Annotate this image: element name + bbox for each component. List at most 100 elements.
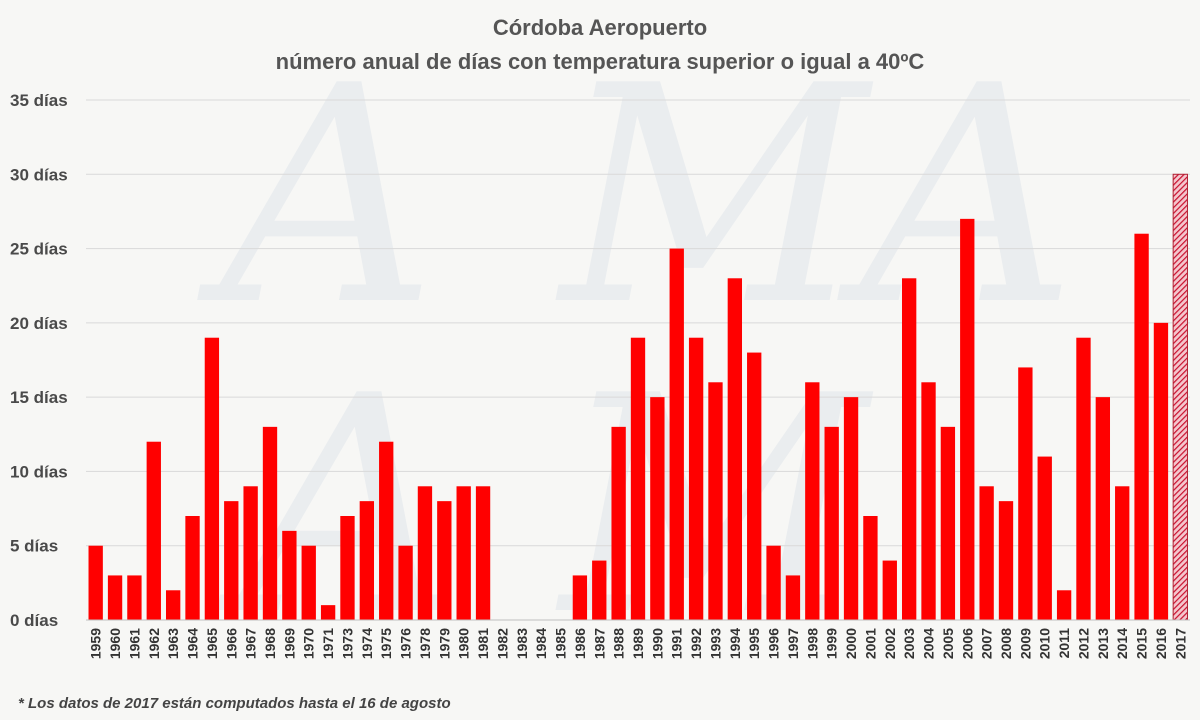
x-tick-label: 1966 xyxy=(223,628,239,659)
bar-1988 xyxy=(611,426,626,620)
x-tick-label: 1973 xyxy=(339,628,355,659)
x-axis-ticks: 1959 1960 1961 1962 1963 1964 1965 1966 1967 1968… xyxy=(88,628,1189,659)
x-tick-label: 2013 xyxy=(1095,628,1111,659)
bar-1970 xyxy=(301,545,316,620)
bar-2014 xyxy=(1115,486,1130,620)
x-tick-label: 1992 xyxy=(688,628,704,659)
bar-1992 xyxy=(688,337,704,620)
bar-1993 xyxy=(708,382,723,620)
bar-1975 xyxy=(379,441,394,620)
bar-1999 xyxy=(824,426,839,620)
bar-1998 xyxy=(805,382,820,620)
bar-2011 xyxy=(1056,590,1072,620)
bar-1991 xyxy=(669,248,684,621)
bar-1981 xyxy=(475,486,491,620)
x-tick-label: 1980 xyxy=(456,628,472,659)
x-tick-label: 1974 xyxy=(359,628,375,659)
x-tick-label: 1968 xyxy=(262,628,278,659)
x-tick-label: 1971 xyxy=(320,628,336,659)
bar-2009 xyxy=(1018,367,1033,620)
bar-2005 xyxy=(940,426,956,620)
bar-1960 xyxy=(107,575,123,620)
x-tick-label: 2006 xyxy=(959,628,975,659)
bar-1996 xyxy=(766,545,781,620)
bar-2016 xyxy=(1153,322,1169,620)
x-tick-label: 2002 xyxy=(882,628,898,659)
y-tick-label: 30 días xyxy=(10,165,68,184)
x-tick-label: 1983 xyxy=(514,628,530,659)
x-tick-label: 2004 xyxy=(921,628,937,659)
x-tick-label: 1988 xyxy=(611,628,627,659)
x-tick-label: 1979 xyxy=(436,628,452,659)
x-tick-label: 1976 xyxy=(398,628,414,659)
bar-1969 xyxy=(282,530,297,620)
x-tick-label: 2015 xyxy=(1134,628,1150,659)
x-tick-label: 2014 xyxy=(1114,628,1130,659)
bar-1973 xyxy=(340,516,355,620)
x-tick-label: 1997 xyxy=(785,628,801,659)
bar-1967 xyxy=(243,486,258,620)
x-tick-label: 1999 xyxy=(824,628,840,659)
x-tick-label: 1994 xyxy=(727,628,743,659)
bar-1962 xyxy=(146,441,161,620)
x-tick-label: 2010 xyxy=(1037,628,1053,659)
y-tick-label: 10 días xyxy=(10,462,68,481)
bar-1959 xyxy=(88,545,103,620)
bar-2006 xyxy=(960,218,975,620)
x-tick-label: 1993 xyxy=(707,628,723,659)
x-tick-label: 1969 xyxy=(281,628,297,659)
bar-2004 xyxy=(921,382,936,620)
bar-1995 xyxy=(747,352,762,620)
bar-1971 xyxy=(320,605,336,620)
x-tick-label: 2003 xyxy=(901,628,917,659)
bar-2001 xyxy=(863,516,878,620)
bar-1963 xyxy=(165,590,181,620)
bar-1994 xyxy=(727,278,743,620)
x-tick-label: 1996 xyxy=(766,628,782,659)
bar-2000 xyxy=(843,397,859,620)
bar-1968 xyxy=(262,426,278,620)
x-tick-label: 1975 xyxy=(378,628,394,659)
bar-2013 xyxy=(1095,397,1111,620)
bar-2017 xyxy=(1172,173,1188,621)
y-tick-label: 5 días xyxy=(10,537,58,556)
bar-2008 xyxy=(998,501,1014,620)
y-tick-label: 25 días xyxy=(10,240,68,259)
bar-1961 xyxy=(127,575,142,620)
chart-title: Córdoba Aeropuerto xyxy=(493,15,707,40)
x-tick-label: 1970 xyxy=(301,628,317,659)
bar-1965 xyxy=(204,337,220,620)
x-tick-label: 2011 xyxy=(1056,628,1072,659)
x-tick-label: 2012 xyxy=(1075,628,1091,659)
x-tick-label: 2007 xyxy=(979,628,995,659)
bar-1997 xyxy=(785,575,801,620)
x-tick-label: 1990 xyxy=(649,628,665,659)
svg-text:A: A xyxy=(197,22,437,371)
x-tick-label: 1967 xyxy=(243,628,259,659)
x-tick-label: 2000 xyxy=(843,628,859,659)
bar-2012 xyxy=(1076,337,1091,620)
bar-1990 xyxy=(650,397,665,620)
bar-1966 xyxy=(224,501,239,620)
x-tick-label: 1982 xyxy=(494,628,510,659)
x-tick-label: 2005 xyxy=(940,628,956,659)
bar-1989 xyxy=(630,337,646,620)
bars xyxy=(88,173,1188,621)
y-axis-ticks: 0 días 5 días 10 días 15 días 20 días 25 días… xyxy=(10,91,68,630)
svg-text:M: M xyxy=(555,22,874,371)
bar-1976 xyxy=(398,545,413,620)
y-tick-label: 20 días xyxy=(10,314,68,333)
x-tick-label: 1961 xyxy=(126,628,142,659)
x-tick-label: 1959 xyxy=(88,628,104,659)
x-tick-label: 1964 xyxy=(185,628,201,659)
y-tick-label: 0 días xyxy=(10,611,58,630)
bar-2015 xyxy=(1134,233,1149,620)
bar-2002 xyxy=(882,560,897,620)
x-tick-label: 1965 xyxy=(204,628,220,659)
x-tick-label: 1985 xyxy=(553,628,569,659)
bar-1986 xyxy=(572,575,588,620)
x-tick-label: 2008 xyxy=(998,628,1014,659)
x-tick-label: 1998 xyxy=(804,628,820,659)
bar-2003 xyxy=(901,278,917,620)
